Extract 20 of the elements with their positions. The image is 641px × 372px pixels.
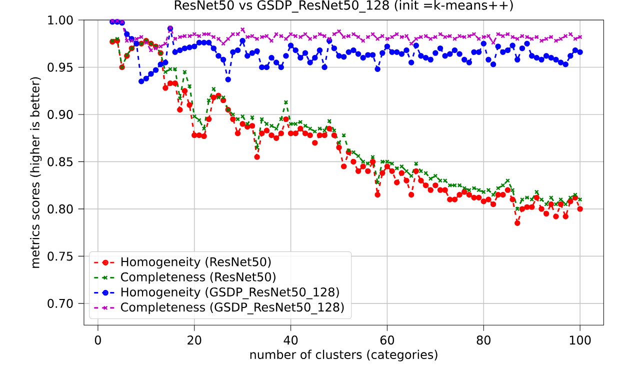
x-tick-label: 100	[570, 336, 591, 345]
legend-label: Completeness (GSDP_ResNet50_128)	[120, 302, 344, 314]
x-tick-label: 40	[284, 336, 298, 345]
x-tick-label: 80	[476, 336, 490, 345]
y-tick-label: 0.95	[48, 62, 73, 72]
y-tick-label: 1.00	[48, 16, 73, 25]
legend-label: Homogeneity (ResNet50)	[121, 257, 271, 269]
y-tick-label: 0.85	[48, 157, 73, 166]
y-axis-title: metrics scores (higher is better)	[30, 77, 42, 268]
legend-label: Homogeneity (GSDP_ResNet50_128)	[121, 287, 339, 300]
chart-title: ResNet50 vs GSDP_ResNet50_128 (init =k-means++)	[174, 0, 513, 13]
y-tick-label: 0.80	[48, 204, 73, 214]
x-axis-title: number of clusters (categories)	[250, 350, 438, 362]
y-tick-label: 0.70	[48, 298, 73, 308]
x-tick-label: 20	[188, 336, 202, 345]
x-tick-label: 0	[94, 336, 101, 345]
y-tick-label: 0.90	[48, 110, 73, 120]
y-tick-label: 0.75	[48, 252, 73, 261]
legend-label: Completeness (ResNet50)	[120, 272, 276, 284]
x-tick-label: 60	[380, 336, 394, 345]
